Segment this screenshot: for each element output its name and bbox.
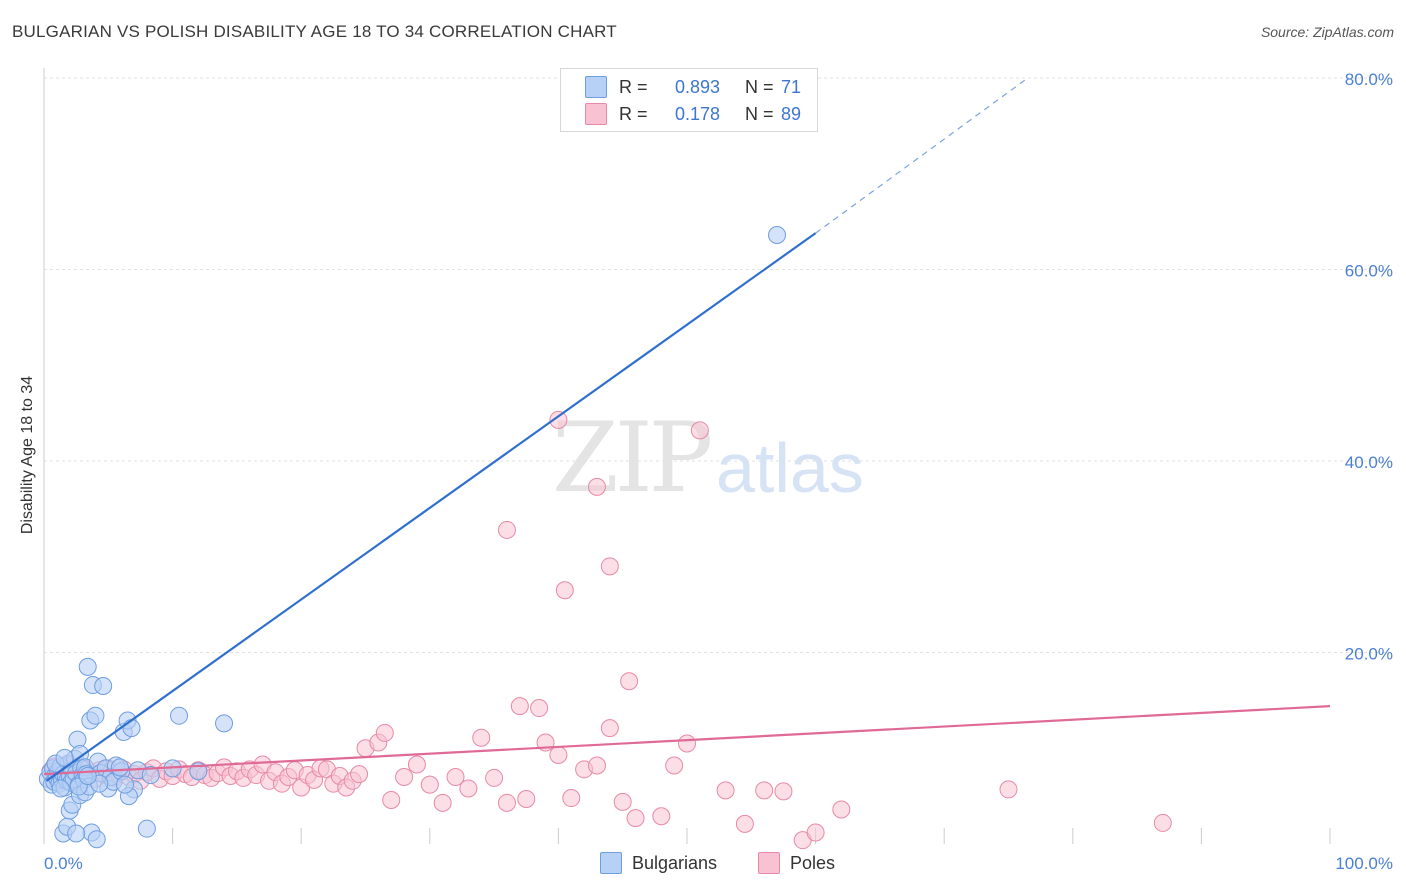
poles-point — [678, 734, 696, 753]
poles-point — [652, 807, 671, 826]
poles-point — [626, 809, 645, 828]
legend-row-poles: R = 0.178 N = 89 — [585, 102, 851, 126]
poles-point — [407, 755, 426, 774]
legend-r-label: R = — [619, 76, 648, 97]
poles-point — [613, 792, 632, 811]
bulgarians-point — [78, 657, 97, 676]
bulgarians-point — [122, 719, 141, 738]
poles-swatch — [585, 103, 607, 125]
poles-point — [420, 775, 439, 794]
x-tick-label: 0.0% — [44, 854, 83, 873]
poles-point — [497, 793, 516, 812]
poles-point — [446, 767, 465, 786]
bulgarians-point — [768, 226, 787, 245]
legend-n-label: N = — [745, 76, 774, 97]
legend-item-bulgarians[interactable]: Bulgarians — [600, 852, 717, 874]
poles-point — [832, 800, 851, 819]
legend-r-value: 0.893 — [675, 76, 721, 97]
poles-point — [562, 789, 581, 808]
bulgarians-point — [116, 775, 135, 794]
poles-point — [735, 814, 754, 833]
correlation-legend: R = 0.893 N = 71 R = 0.178 N = 89 — [560, 68, 818, 132]
legend-r-label: R = — [619, 103, 648, 124]
legend-n-value: 89 — [781, 103, 802, 124]
poles-point — [999, 780, 1018, 799]
x-tick-label: 100.0% — [1335, 854, 1393, 873]
poles-trend-line — [43, 705, 1331, 776]
legend-n-label: N = — [745, 103, 774, 124]
y-tick-label: 80.0% — [1345, 70, 1393, 89]
bulgarians-point — [170, 706, 189, 725]
watermark-zip: ZIP — [552, 402, 713, 514]
legend-row-bulgarians: R = 0.893 N = 71 — [585, 75, 851, 99]
poles-point — [665, 756, 684, 775]
poles-point — [620, 672, 639, 691]
bulgarians-point — [215, 714, 234, 733]
source-label: Source: ZipAtlas.com — [1260, 24, 1394, 40]
poles-point — [716, 781, 735, 800]
poles-point — [530, 699, 549, 718]
poles-point — [587, 756, 606, 775]
poles-point — [1153, 813, 1172, 832]
legend-r-value: 0.178 — [675, 103, 721, 124]
y-tick-label: 40.0% — [1345, 453, 1393, 472]
poles-point — [382, 790, 401, 809]
legend-n-value: 71 — [781, 76, 802, 97]
poles-point — [774, 782, 793, 801]
poles-point — [555, 581, 574, 600]
poles-point — [497, 520, 516, 539]
bulgarians-legend-swatch — [600, 852, 622, 874]
legend-label-poles: Poles — [790, 852, 836, 873]
poles-point — [350, 765, 369, 784]
poles-point — [485, 768, 504, 787]
poles-point — [375, 723, 394, 742]
poles-point — [549, 410, 568, 429]
bulgarians-point — [94, 677, 113, 696]
poles-point — [510, 697, 529, 716]
poles-point — [600, 557, 619, 576]
poles-point — [459, 779, 478, 798]
poles-point — [517, 789, 536, 808]
poles-point — [806, 823, 825, 842]
series-legend: Bulgarians Poles — [0, 852, 1406, 876]
y-tick-label: 20.0% — [1345, 645, 1393, 664]
bulgarians-trend-line — [45, 232, 817, 782]
bulgarians-point — [51, 779, 70, 798]
y-tick-label: 60.0% — [1345, 262, 1393, 281]
poles-point — [690, 421, 709, 440]
bulgarians-point — [67, 824, 86, 843]
bulgarians-swatch — [585, 76, 607, 98]
bulgarians-point — [110, 758, 129, 777]
watermark-atlas: atlas — [716, 429, 864, 507]
legend-item-poles[interactable]: Poles — [758, 852, 835, 874]
bulgarians-point — [86, 706, 105, 725]
poles-point — [587, 477, 606, 496]
bulgarians-point — [55, 748, 74, 767]
poles-point — [549, 745, 568, 764]
poles-legend-swatch — [758, 852, 780, 874]
poles-point — [395, 767, 414, 786]
poles-point — [600, 719, 619, 738]
legend-label-bulgarians: Bulgarians — [632, 852, 718, 873]
poles-point — [433, 793, 452, 812]
poles-point — [472, 728, 491, 747]
chart-title: BULGARIAN VS POLISH DISABILITY AGE 18 TO… — [12, 22, 617, 41]
bulgarians-point — [137, 819, 156, 838]
bulgarians-point — [78, 767, 97, 786]
bulgarians-point — [141, 766, 160, 785]
bulgarians-point — [87, 830, 106, 849]
poles-point — [755, 781, 774, 800]
